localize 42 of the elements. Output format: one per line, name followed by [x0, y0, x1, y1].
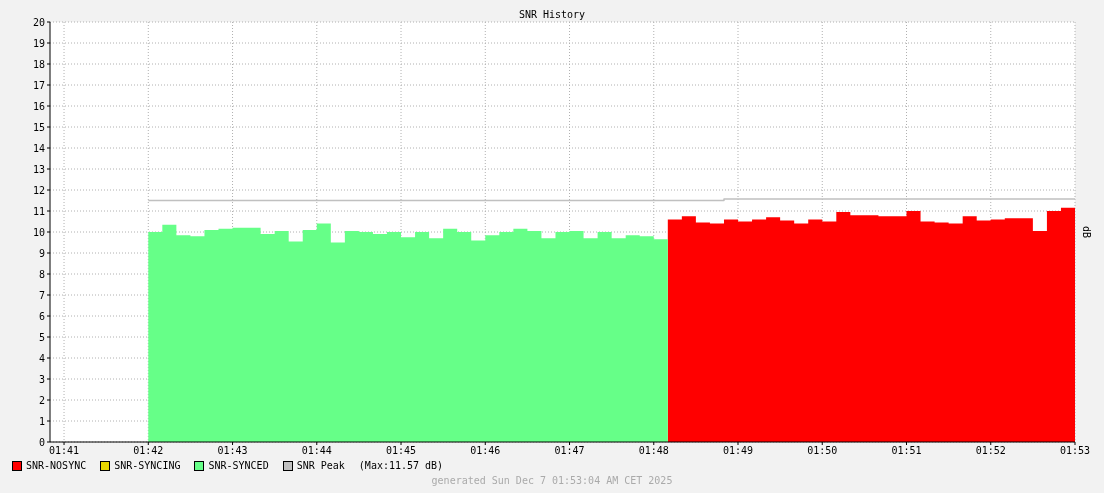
y-tick-label: 13 — [32, 163, 45, 175]
x-tick-label: 01:43 — [217, 445, 248, 457]
y-tick-label: 19 — [32, 37, 45, 49]
y-tick-label: 20 — [32, 16, 45, 28]
y-tick-label: 8 — [38, 268, 45, 280]
y-tick-label: 3 — [38, 373, 45, 385]
x-tick-label: 01:41 — [48, 445, 80, 457]
y-tick-label: 15 — [32, 121, 45, 133]
x-tick-label: 01:47 — [554, 445, 585, 457]
y-tick-label: 7 — [38, 289, 45, 301]
x-tick-label: 01:50 — [807, 445, 838, 457]
legend-label: SNR Peak — [296, 460, 345, 471]
text: generated Sun Dec 7 01:53:04 AM CET 2025 — [430, 475, 674, 486]
y-tick-label: 18 — [32, 58, 45, 70]
x-tick-label: 01:46 — [470, 445, 501, 457]
x-tick-label: 01:45 — [385, 445, 417, 457]
y-tick-label: 0 — [38, 436, 45, 448]
x-tick-label: 01:42 — [133, 445, 164, 457]
y-tick-label: 4 — [38, 352, 45, 364]
y-tick-label: 6 — [38, 310, 45, 322]
x-tick-label: 01:53 — [1059, 445, 1091, 457]
x-tick-label: 01:44 — [301, 445, 332, 457]
legend-label: SNR-NOSYNC — [26, 460, 87, 471]
y-tick-label: 14 — [32, 142, 45, 154]
y-tick-label: 1 — [38, 415, 45, 427]
x-tick-label: 01:51 — [891, 445, 922, 457]
chart-title: SNR History — [518, 9, 586, 20]
x-tick-label: 01:48 — [638, 445, 669, 457]
y-tick-label: 16 — [32, 100, 45, 112]
text: (Max:11.57 dB) — [358, 460, 444, 471]
legend-label: SNR-SYNCING — [114, 460, 181, 471]
y-tick-label: 17 — [32, 79, 45, 91]
y-axis-title: dB — [1080, 225, 1092, 239]
y-tick-label: 2 — [38, 394, 45, 406]
legend-label: SNR-SYNCED — [208, 460, 269, 471]
y-tick-label: 9 — [38, 247, 45, 259]
x-tick-label: 01:49 — [722, 445, 754, 457]
y-tick-label: 12 — [32, 184, 45, 196]
y-tick-label: 11 — [32, 205, 45, 217]
y-tick-label: 10 — [32, 226, 45, 238]
x-tick-label: 01:52 — [975, 445, 1006, 457]
y-tick-label: 5 — [38, 331, 45, 343]
